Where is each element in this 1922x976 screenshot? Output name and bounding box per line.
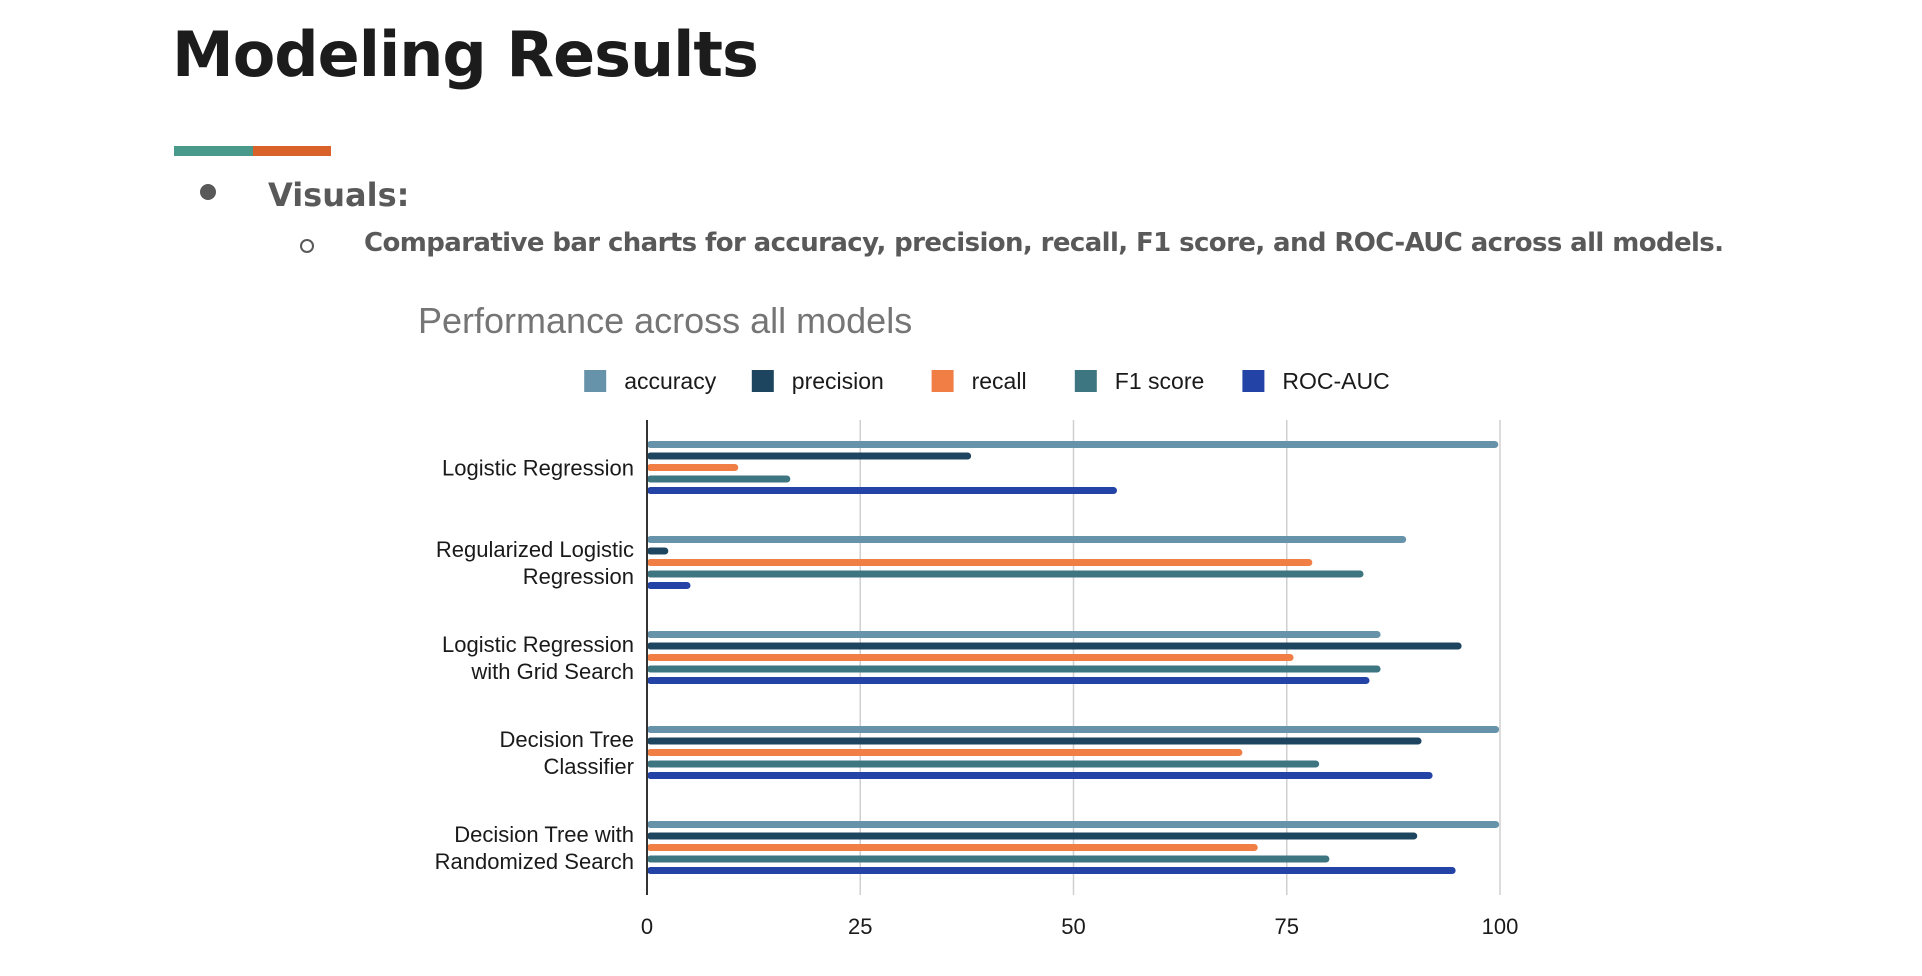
bar-logistic-regression-f1-score [647, 475, 791, 483]
bar-regularized-logistic-regression-recall [647, 559, 1313, 566]
x-tick-label-0: 0 [641, 914, 653, 939]
bar-logistic-regression-roc-auc [647, 487, 1118, 494]
title-accent-bar-orange [253, 146, 331, 156]
bar-logistic-regression-with-grid-search-f1-score [647, 665, 1381, 673]
bar-decision-tree-classifier-roc-auc [647, 772, 1433, 779]
legend-label-accuracy: accuracy [624, 368, 717, 394]
bar-decision-tree-with-randomized-search-recall [647, 844, 1258, 851]
bar-decision-tree-classifier-f1-score [647, 760, 1320, 768]
category-label-decision-tree-classifier-line1: Decision Tree [499, 727, 634, 752]
bar-logistic-regression-recall [647, 464, 739, 471]
category-label-logistic-regression: Logistic Regression [442, 456, 634, 481]
legend-label-f1-score: F1 score [1115, 368, 1204, 394]
x-tick-label-75: 75 [1275, 914, 1299, 939]
bullet-dot-icon [200, 184, 216, 200]
category-label-decision-tree-with-randomized-search-line2: Randomized Search [435, 849, 634, 874]
bar-logistic-regression-with-grid-search-precision [647, 642, 1462, 650]
bar-decision-tree-classifier-recall [647, 749, 1243, 756]
title-accent-bar-teal [174, 146, 253, 156]
category-label-regularized-logistic-regression-line1: Regularized Logistic [436, 537, 634, 562]
bar-logistic-regression-precision [647, 452, 972, 460]
x-tick-label-100: 100 [1482, 914, 1519, 939]
bar-decision-tree-classifier-precision [647, 737, 1422, 745]
sub-bullet-circle-icon [300, 239, 314, 253]
bar-logistic-regression-with-grid-search-accuracy [647, 631, 1381, 638]
bar-regularized-logistic-regression-precision [647, 547, 669, 555]
bar-decision-tree-with-randomized-search-accuracy [647, 821, 1500, 828]
category-label-logistic-regression-with-grid-search-line1: Logistic Regression [442, 632, 634, 657]
bar-logistic-regression-with-grid-search-roc-auc [647, 677, 1370, 684]
legend-swatch-roc-auc [1242, 370, 1265, 392]
chart-title: Performance across all models [418, 300, 912, 341]
x-tick-label-25: 25 [848, 914, 872, 939]
bar-decision-tree-with-randomized-search-f1-score [647, 855, 1330, 863]
category-label-regularized-logistic-regression-line2: Regression [523, 564, 634, 589]
chart-bars [647, 441, 1500, 874]
bar-logistic-regression-accuracy [647, 441, 1499, 448]
x-tick-label-50: 50 [1061, 914, 1085, 939]
category-label-decision-tree-with-randomized-search-line1: Decision Tree with [454, 822, 634, 847]
bar-decision-tree-with-randomized-search-roc-auc [647, 867, 1456, 874]
bar-logistic-regression-with-grid-search-recall [647, 654, 1294, 661]
chart-legend: accuracy precision recall F1 score ROC-AUC [584, 368, 1390, 394]
slide-title: Modeling Results [172, 18, 759, 91]
legend-swatch-f1-score [1074, 370, 1097, 392]
bar-regularized-logistic-regression-f1-score [647, 570, 1364, 578]
bar-regularized-logistic-regression-roc-auc [647, 582, 691, 589]
bar-regularized-logistic-regression-accuracy [647, 536, 1407, 543]
x-axis-ticks: 0 25 50 75 100 [641, 914, 1518, 939]
category-label-decision-tree-classifier-line2: Classifier [544, 754, 634, 779]
bar-decision-tree-classifier-accuracy [647, 726, 1500, 733]
bar-decision-tree-with-randomized-search-precision [647, 832, 1418, 840]
sub-bullet-text: Comparative bar charts for accuracy, pre… [364, 228, 1724, 258]
category-label-logistic-regression-with-grid-search-line2: with Grid Search [470, 659, 634, 684]
legend-swatch-accuracy [584, 370, 607, 392]
legend-label-precision: precision [792, 368, 884, 394]
legend-label-recall: recall [972, 368, 1027, 394]
bullet-visuals: Visuals: [268, 176, 410, 214]
legend-label-roc-auc: ROC-AUC [1282, 368, 1389, 394]
legend-swatch-precision [751, 370, 774, 392]
legend-swatch-recall [931, 370, 954, 392]
